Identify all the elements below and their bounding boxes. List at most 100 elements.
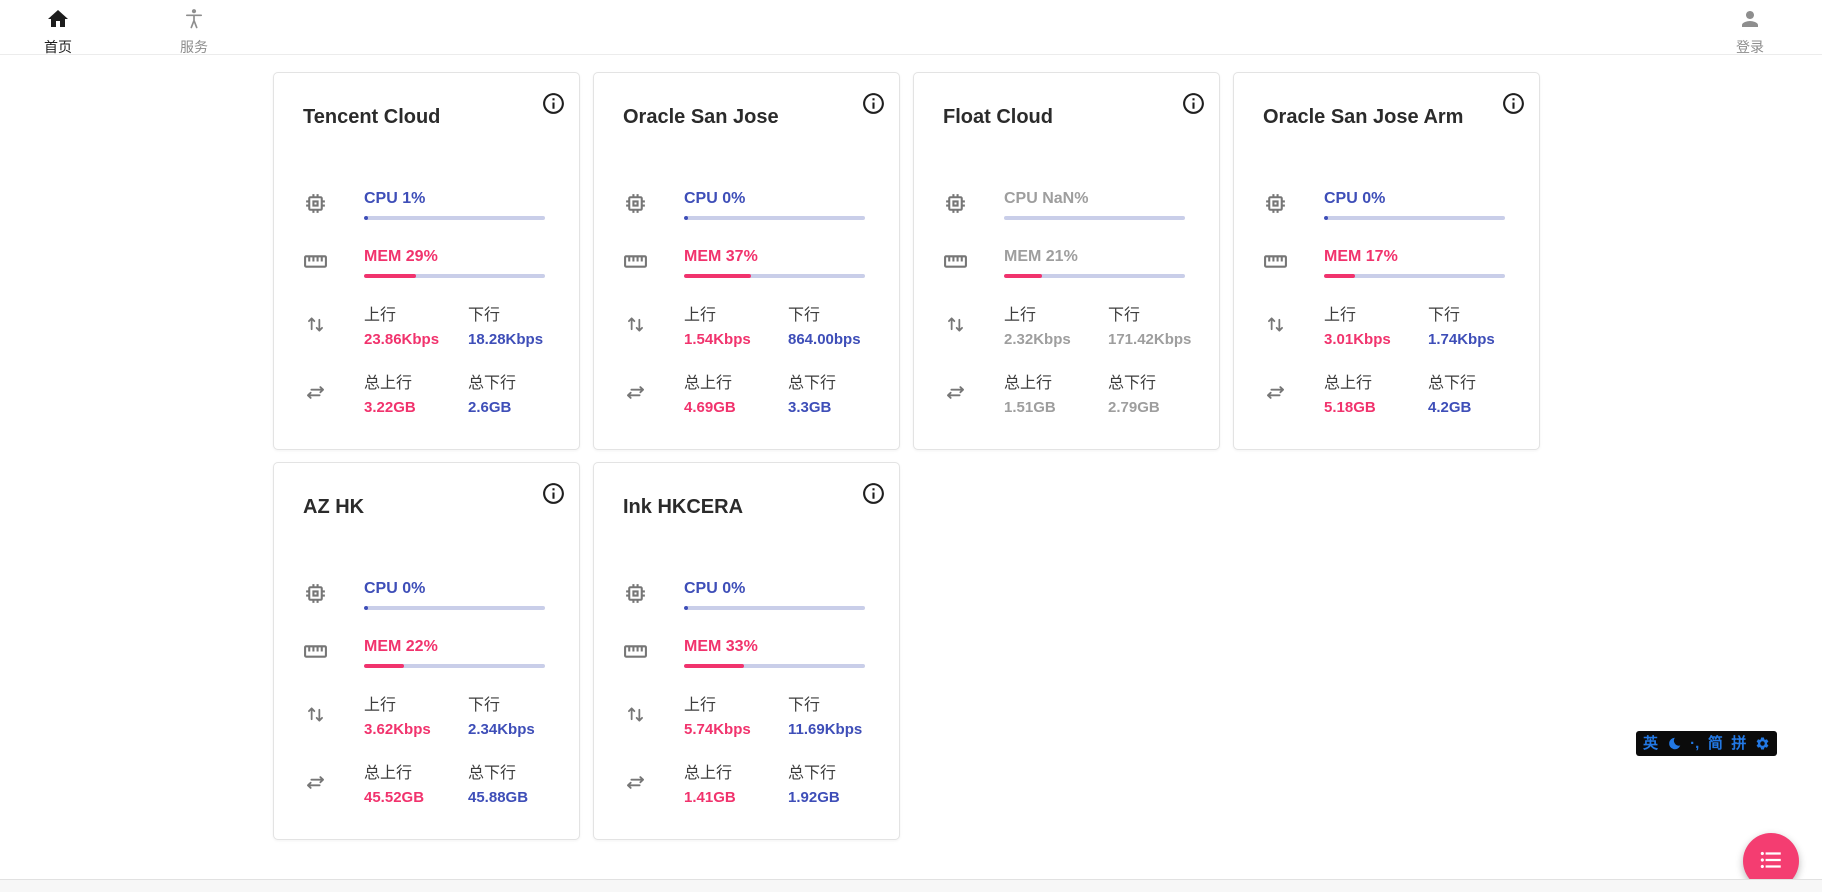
nav-item-login[interactable]: 登录	[1726, 7, 1774, 57]
upload-speed-value: 2.32Kbps	[1004, 331, 1071, 348]
cpu-gauge: CPU 0%	[684, 189, 865, 221]
swap-arrows-icon	[1263, 380, 1324, 410]
total-traffic-row: 总上行 3.22GB 总下行 2.6GB	[303, 373, 545, 417]
mem-progress-bar	[1324, 274, 1505, 278]
cpu-chip-icon	[303, 189, 364, 221]
up-down-arrows-icon	[943, 312, 1004, 342]
total-traffic-row: 总上行 1.41GB 总下行 1.92GB	[623, 763, 865, 807]
server-info-button[interactable]	[859, 89, 887, 117]
cpu-gauge: CPU NaN%	[1004, 189, 1185, 221]
total-traffic-row: 总上行 4.69GB 总下行 3.3GB	[623, 373, 865, 417]
speed-row: 上行 1.54Kbps 下行 864.00bps	[623, 305, 865, 349]
cpu-chip-icon	[623, 189, 684, 221]
ime-english-mode-button[interactable]: 英	[1643, 735, 1659, 752]
swap-arrows-icon	[623, 770, 684, 800]
speed-columns: 上行 3.62Kbps 下行 2.34Kbps	[364, 695, 545, 739]
nav-item-home-label: 首页	[44, 39, 72, 55]
cpu-progress-fill	[364, 216, 368, 220]
mem-progress-bar	[684, 664, 865, 668]
total-upload-label: 总上行	[364, 765, 413, 782]
ime-punctuation-button[interactable]: ·,	[1690, 735, 1700, 752]
moon-icon[interactable]	[1667, 736, 1682, 751]
server-card-title: Float Cloud	[943, 106, 1053, 128]
server-card: Oracle San Jose CPU 0%	[593, 72, 900, 450]
mem-row: MEM 22%	[303, 637, 545, 669]
info-icon	[539, 91, 567, 116]
total-download-label: 总下行	[468, 375, 517, 392]
cpu-progress-bar	[684, 606, 865, 610]
cpu-usage-label: CPU NaN%	[1004, 190, 1089, 207]
memory-ruler-icon	[943, 247, 1004, 279]
download-speed-value: 171.42Kbps	[1108, 331, 1192, 348]
mem-progress-fill	[1324, 274, 1355, 278]
cpu-row: CPU 0%	[303, 579, 545, 611]
nav-item-services[interactable]: 服务	[170, 7, 218, 57]
server-card: Float Cloud CPU NaN%	[913, 72, 1220, 450]
download-speed-value: 2.34Kbps	[468, 721, 535, 738]
ime-simplified-button[interactable]: 简	[1707, 735, 1723, 752]
ime-pinyin-button[interactable]: 拼	[1731, 735, 1747, 752]
server-stats: CPU NaN% MEM 21%	[914, 189, 1219, 417]
total-columns: 总上行 45.52GB 总下行 45.88GB	[364, 763, 545, 807]
cpu-progress-fill	[1324, 216, 1328, 220]
home-icon	[46, 7, 70, 36]
swap-arrows-icon	[623, 380, 684, 410]
download-speed-value: 864.00bps	[788, 331, 861, 348]
mem-row: MEM 37%	[623, 247, 865, 279]
speed-columns: 上行 5.74Kbps 下行 11.69Kbps	[684, 695, 865, 739]
speed-row: 上行 2.32Kbps 下行 171.42Kbps	[943, 305, 1191, 349]
person-icon	[1738, 7, 1762, 36]
total-download-value: 1.92GB	[788, 789, 840, 806]
total-columns: 总上行 3.22GB 总下行 2.6GB	[364, 373, 545, 417]
upload-speed-value: 23.86Kbps	[364, 331, 440, 348]
info-icon	[1179, 91, 1207, 116]
server-info-button[interactable]	[859, 479, 887, 507]
upload-label: 上行	[684, 307, 717, 324]
cpu-usage-label: CPU 0%	[364, 580, 426, 597]
upload-speed-value: 5.74Kbps	[684, 721, 751, 738]
server-info-button[interactable]	[539, 479, 567, 507]
memory-ruler-icon	[1263, 247, 1324, 279]
up-down-arrows-icon	[623, 312, 684, 342]
total-download-label: 总下行	[1428, 375, 1477, 392]
mem-progress-fill	[1004, 274, 1042, 278]
total-download-value: 2.6GB	[468, 399, 512, 416]
server-card: Oracle San Jose Arm CPU 0%	[1233, 72, 1540, 450]
server-stats: CPU 0% MEM 33%	[594, 579, 899, 807]
cpu-progress-fill	[364, 606, 368, 610]
server-info-button[interactable]	[1499, 89, 1527, 117]
cpu-chip-icon	[943, 189, 1004, 221]
cpu-progress-bar	[1324, 216, 1505, 220]
mem-progress-bar	[364, 274, 545, 278]
cpu-gauge: CPU 0%	[684, 579, 865, 611]
nav-item-home[interactable]: 首页	[34, 7, 82, 57]
mem-usage-label: MEM 21%	[1004, 248, 1078, 265]
mem-gauge: MEM 37%	[684, 247, 865, 279]
mem-usage-label: MEM 33%	[684, 638, 758, 655]
cpu-usage-label: CPU 0%	[684, 580, 746, 597]
total-columns: 总上行 1.51GB 总下行 2.79GB	[1004, 373, 1185, 417]
upload-label: 上行	[684, 697, 717, 714]
top-navbar: 首页 服务 登录	[0, 0, 1822, 55]
total-upload-label: 总上行	[684, 375, 733, 392]
total-upload-value: 3.22GB	[364, 399, 416, 416]
upload-speed-value: 3.62Kbps	[364, 721, 431, 738]
cpu-row: CPU 1%	[303, 189, 545, 221]
memory-ruler-icon	[303, 247, 364, 279]
upload-label: 上行	[364, 697, 397, 714]
total-download-label: 总下行	[788, 765, 837, 782]
cpu-chip-icon	[1263, 189, 1324, 221]
gear-icon[interactable]	[1755, 736, 1770, 751]
download-label: 下行	[468, 697, 501, 714]
cpu-progress-bar	[1004, 216, 1185, 220]
server-info-button[interactable]	[539, 89, 567, 117]
speed-row: 上行 5.74Kbps 下行 11.69Kbps	[623, 695, 865, 739]
mem-usage-label: MEM 37%	[684, 248, 758, 265]
total-upload-value: 1.51GB	[1004, 399, 1056, 416]
total-traffic-row: 总上行 45.52GB 总下行 45.88GB	[303, 763, 545, 807]
total-traffic-row: 总上行 5.18GB 总下行 4.2GB	[1263, 373, 1505, 417]
server-info-button[interactable]	[1179, 89, 1207, 117]
download-speed-value: 18.28Kbps	[468, 331, 544, 348]
server-card-title: Oracle San Jose Arm	[1263, 106, 1464, 128]
mem-row: MEM 33%	[623, 637, 865, 669]
